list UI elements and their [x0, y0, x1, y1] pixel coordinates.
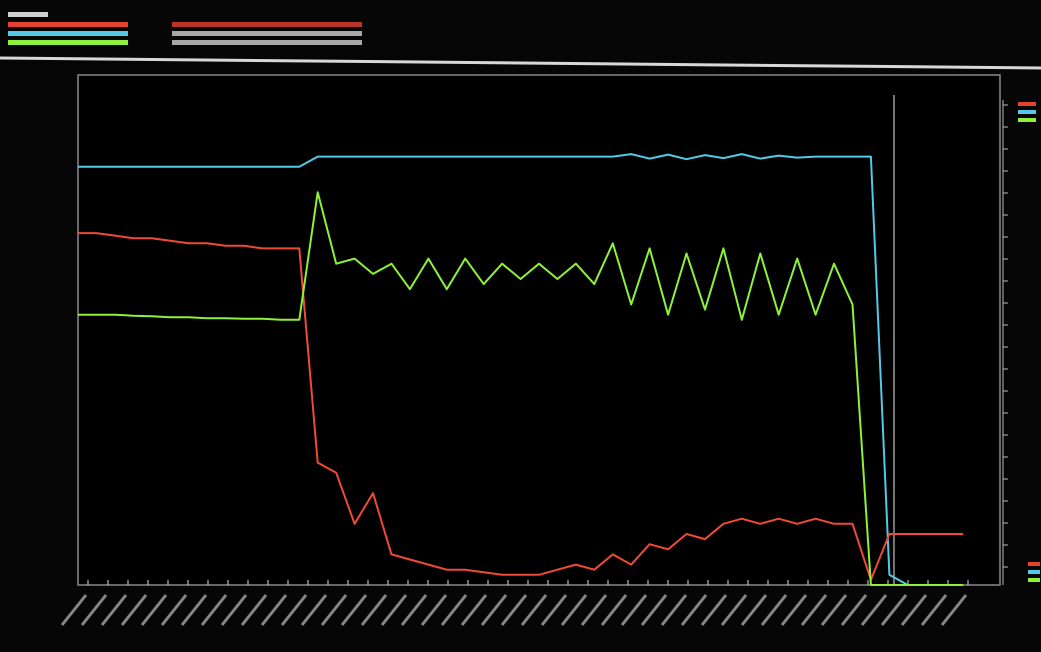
header-text-block — [172, 22, 362, 27]
right-label-block — [1028, 570, 1040, 574]
right-label-block — [1018, 118, 1036, 122]
page: {"chart_data": {"type": "line", "x": [0,… — [0, 0, 1041, 652]
plot-area — [78, 75, 1000, 585]
header-text-block — [8, 31, 128, 36]
header-text-block — [8, 40, 128, 45]
right-label-block — [1018, 102, 1036, 106]
header-text-block — [8, 22, 128, 27]
right-label-block — [1028, 562, 1040, 566]
header-text-block — [172, 31, 362, 36]
right-label-block — [1018, 110, 1036, 114]
right-label-block — [1028, 578, 1040, 582]
screen — [0, 0, 1041, 652]
header-text-block — [8, 12, 48, 17]
header-text-block — [172, 40, 362, 45]
